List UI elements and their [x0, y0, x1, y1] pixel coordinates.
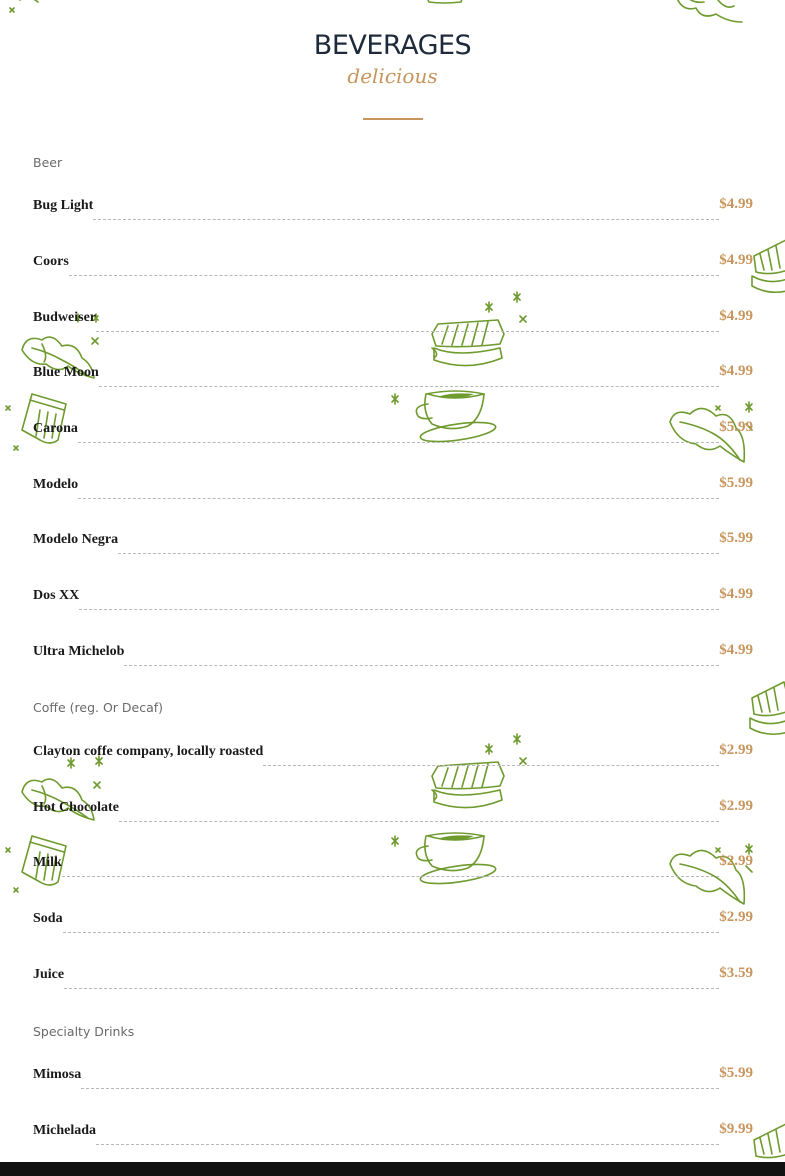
item-name: Carona — [33, 421, 78, 436]
sandwich-icon — [750, 236, 785, 296]
menu-item: Ultra Michelob $4.99 — [33, 642, 753, 666]
item-price: $4.99 — [719, 308, 753, 324]
bottom-bar — [0, 1162, 785, 1176]
item-price: $2.99 — [719, 853, 753, 869]
dotted-leader — [62, 932, 720, 933]
item-name: Coors — [33, 254, 69, 269]
item-price: $9.99 — [719, 1121, 753, 1137]
menu-item: Modelo $5.99 — [33, 475, 753, 499]
menu-item: Carona $5.99 — [33, 419, 753, 443]
item-name: Juice — [33, 967, 65, 982]
lettuce-icon — [672, 0, 747, 27]
item-name: Hot Chocolate — [33, 800, 119, 815]
dotted-leader — [68, 275, 720, 276]
menu-item: Hot Chocolate $2.99 — [33, 798, 753, 822]
item-price: $5.99 — [719, 475, 753, 491]
item-price: $3.59 — [719, 965, 753, 981]
menu-item: Blue Moon $4.99 — [33, 363, 753, 387]
sandwich-icon — [750, 1120, 785, 1162]
dotted-leader — [78, 498, 720, 499]
item-price: $2.99 — [719, 909, 753, 925]
item-name: Blue Moon — [33, 365, 99, 380]
menu-item: Clayton coffe company, locally roasted $2… — [33, 742, 753, 766]
dotted-leader — [61, 876, 720, 877]
dotted-leader — [64, 988, 720, 989]
dotted-leader — [79, 609, 720, 610]
item-name: Soda — [33, 911, 63, 926]
item-name: Bug Light — [33, 198, 94, 213]
title-divider — [363, 118, 423, 120]
section-label-beer: Beer — [33, 155, 63, 170]
page-subtitle: delicious — [347, 64, 438, 88]
dotted-leader — [96, 1144, 720, 1145]
item-price: $5.99 — [719, 419, 753, 435]
page-title: BEVERAGES — [313, 30, 472, 61]
item-price: $4.99 — [719, 252, 753, 268]
dotted-leader — [96, 331, 720, 332]
menu-item: Juice $3.59 — [33, 965, 753, 989]
menu-item: Budweiser $4.99 — [33, 308, 753, 332]
menu-item: Dos XX $4.99 — [33, 586, 753, 610]
dotted-leader — [124, 665, 720, 666]
item-price: $5.99 — [719, 1065, 753, 1081]
item-price: $5.99 — [719, 530, 753, 546]
dotted-leader — [93, 219, 720, 220]
menu-item: Bug Light $4.99 — [33, 196, 753, 220]
menu-item: Coors $4.99 — [33, 252, 753, 276]
sandwich-icon — [748, 678, 785, 738]
menu-item: Mimosa $5.99 — [33, 1065, 753, 1089]
item-name: Dos XX — [33, 588, 80, 603]
dotted-leader — [118, 553, 720, 554]
section-label-coffee: Coffe (reg. Or Decaf) — [33, 700, 164, 715]
item-name: Budweiser — [33, 310, 96, 325]
item-price: $4.99 — [719, 363, 753, 379]
dotted-leader — [77, 442, 720, 443]
item-name: Michelada — [33, 1123, 96, 1138]
item-name: Modelo — [33, 477, 79, 492]
sandwich-icon — [425, 0, 465, 6]
lettuce-icon — [666, 840, 761, 915]
item-price: $4.99 — [719, 642, 753, 658]
item-price: $2.99 — [719, 742, 753, 758]
dotted-leader — [263, 765, 720, 766]
item-price: $4.99 — [719, 196, 753, 212]
section-label-specialty: Specialty Drinks — [33, 1024, 135, 1039]
item-name: Mimosa — [33, 1067, 82, 1082]
item-name: Modelo Negra — [33, 532, 119, 547]
item-name: Clayton coffe company, locally roasted — [33, 744, 264, 759]
item-name: Milk — [33, 855, 62, 870]
item-price: $4.99 — [719, 586, 753, 602]
menu-item: Soda $2.99 — [33, 909, 753, 933]
dotted-leader — [81, 1088, 720, 1089]
lettuce-icon — [0, 0, 50, 20]
menu-item: Milk $2.99 — [33, 853, 753, 877]
dotted-leader — [118, 821, 720, 822]
item-name: Ultra Michelob — [33, 644, 125, 659]
menu-item: Michelada $9.99 — [33, 1121, 753, 1145]
menu-item: Modelo Negra $5.99 — [33, 530, 753, 554]
dotted-leader — [98, 386, 720, 387]
item-price: $2.99 — [719, 798, 753, 814]
